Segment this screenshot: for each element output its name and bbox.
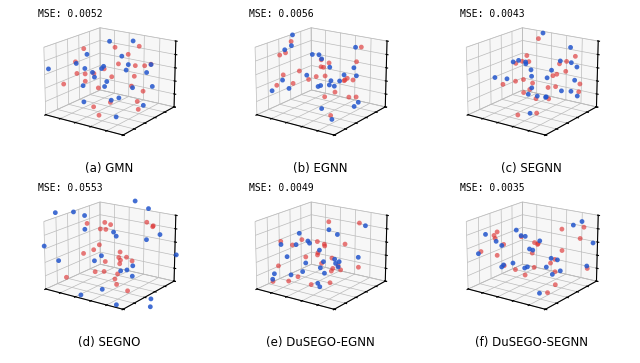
Text: MSE: 0.0049: MSE: 0.0049 xyxy=(249,183,314,193)
Text: (f) DuSEGO-SEGNN: (f) DuSEGO-SEGNN xyxy=(475,336,588,349)
Text: (c) SEGNN: (c) SEGNN xyxy=(501,162,561,175)
Text: (b) EGNN: (b) EGNN xyxy=(292,162,348,175)
Text: (d) SEGNO: (d) SEGNO xyxy=(77,336,140,349)
Text: (e) DuSEGO-EGNN: (e) DuSEGO-EGNN xyxy=(266,336,374,349)
Text: MSE: 0.0553: MSE: 0.0553 xyxy=(38,183,102,193)
Text: MSE: 0.0043: MSE: 0.0043 xyxy=(460,9,525,19)
Text: MSE: 0.0035: MSE: 0.0035 xyxy=(460,183,525,193)
Text: MSE: 0.0056: MSE: 0.0056 xyxy=(249,9,314,19)
Text: MSE: 0.0052: MSE: 0.0052 xyxy=(38,9,102,19)
Text: (a) GMN: (a) GMN xyxy=(84,162,133,175)
